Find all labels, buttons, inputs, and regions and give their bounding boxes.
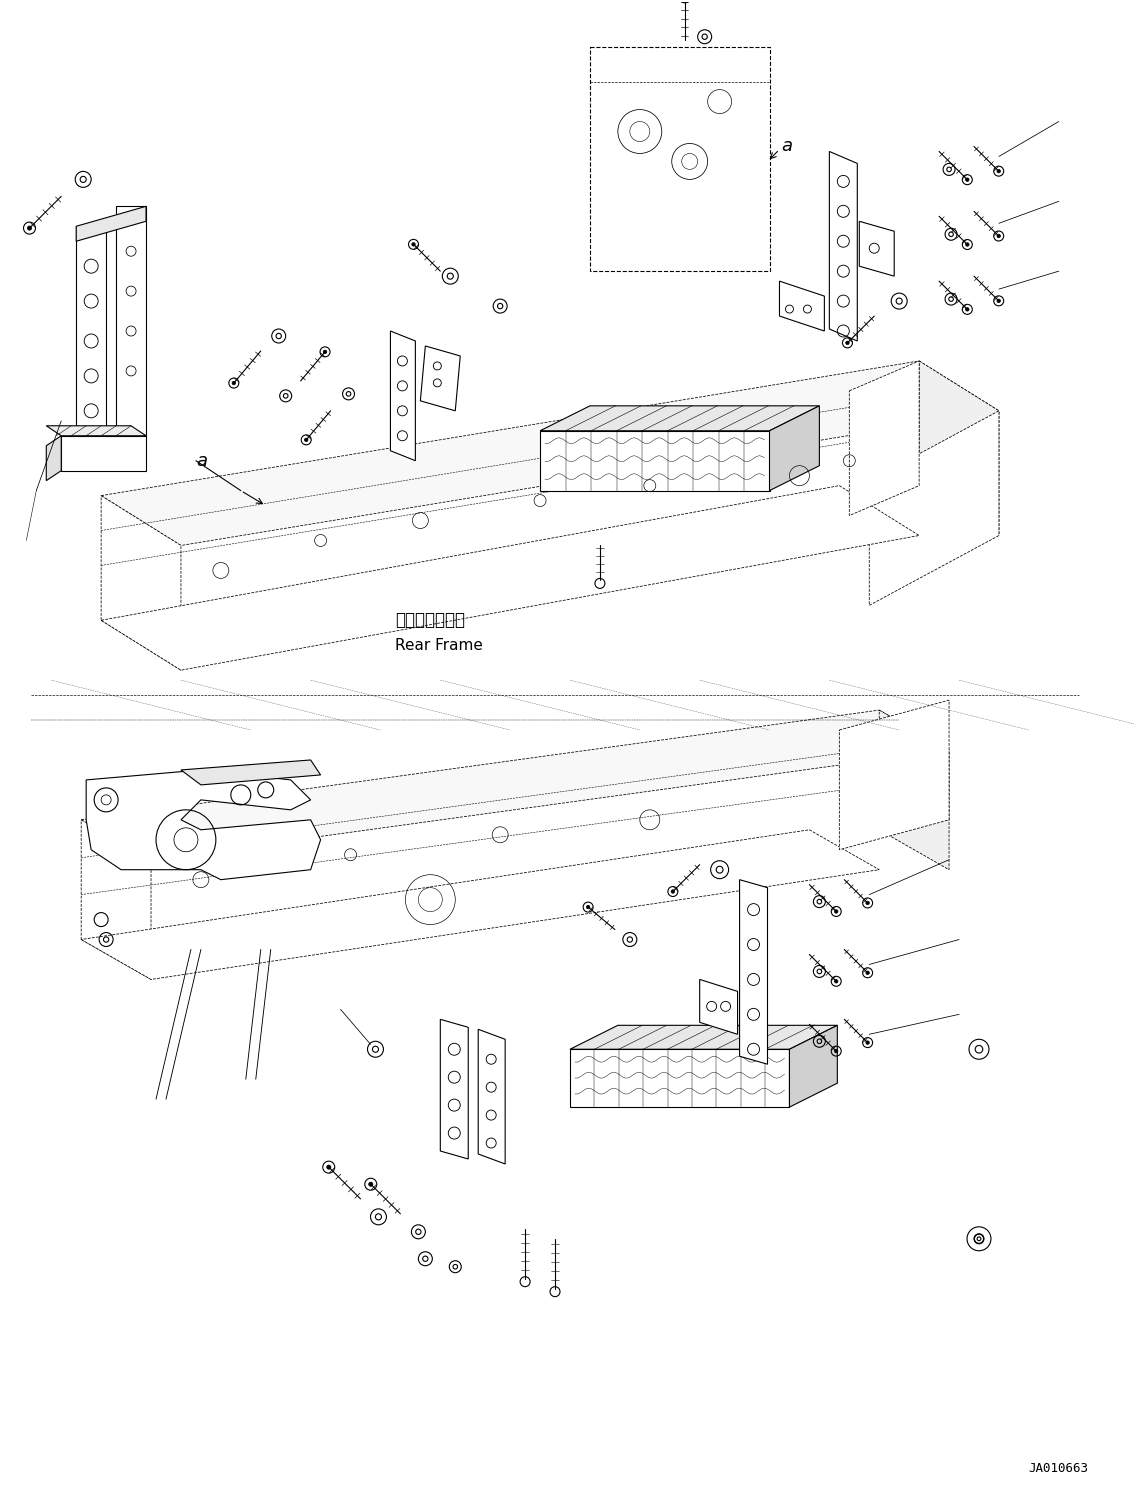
Circle shape	[866, 901, 869, 905]
Polygon shape	[830, 152, 857, 341]
Circle shape	[966, 307, 969, 312]
Polygon shape	[116, 206, 146, 435]
Polygon shape	[82, 710, 949, 860]
Polygon shape	[47, 435, 61, 480]
Text: JA010663: JA010663	[1028, 1461, 1088, 1475]
Circle shape	[304, 438, 308, 441]
Polygon shape	[919, 361, 999, 535]
Polygon shape	[590, 46, 770, 271]
Polygon shape	[540, 431, 770, 491]
Polygon shape	[420, 346, 461, 412]
Polygon shape	[76, 227, 107, 441]
Polygon shape	[61, 435, 146, 471]
Text: Rear Frame: Rear Frame	[395, 638, 484, 653]
Polygon shape	[570, 1026, 838, 1050]
Text: a: a	[782, 137, 792, 155]
Polygon shape	[101, 486, 919, 669]
Polygon shape	[880, 710, 949, 869]
Circle shape	[587, 905, 590, 910]
Polygon shape	[82, 820, 151, 980]
Polygon shape	[740, 880, 767, 1065]
Circle shape	[327, 1164, 331, 1169]
Polygon shape	[180, 760, 320, 784]
Polygon shape	[840, 701, 949, 850]
Polygon shape	[82, 830, 880, 980]
Polygon shape	[849, 361, 919, 516]
Circle shape	[866, 971, 869, 975]
Polygon shape	[869, 412, 999, 605]
Polygon shape	[770, 406, 819, 491]
Circle shape	[412, 243, 415, 246]
Circle shape	[834, 1050, 838, 1053]
Circle shape	[834, 910, 838, 912]
Polygon shape	[859, 221, 894, 276]
Polygon shape	[101, 361, 999, 546]
Polygon shape	[570, 1050, 790, 1108]
Circle shape	[966, 177, 969, 182]
Circle shape	[866, 1041, 869, 1044]
Polygon shape	[440, 1020, 469, 1159]
Polygon shape	[76, 206, 146, 242]
Polygon shape	[790, 1026, 838, 1108]
Circle shape	[323, 350, 327, 353]
Polygon shape	[390, 331, 415, 461]
Circle shape	[997, 300, 1000, 303]
Circle shape	[671, 890, 674, 893]
Circle shape	[369, 1182, 373, 1187]
Polygon shape	[540, 406, 819, 431]
Circle shape	[846, 341, 849, 344]
Circle shape	[997, 170, 1000, 173]
Polygon shape	[780, 282, 824, 331]
Circle shape	[834, 980, 838, 983]
Text: リヤーフレーム: リヤーフレーム	[395, 611, 465, 629]
Polygon shape	[699, 980, 738, 1035]
Polygon shape	[47, 426, 146, 435]
Circle shape	[966, 243, 969, 246]
Circle shape	[997, 234, 1000, 237]
Circle shape	[232, 382, 236, 385]
Polygon shape	[478, 1029, 505, 1164]
Polygon shape	[101, 495, 180, 669]
Text: a: a	[196, 452, 207, 470]
Polygon shape	[86, 769, 320, 880]
Circle shape	[27, 227, 32, 230]
